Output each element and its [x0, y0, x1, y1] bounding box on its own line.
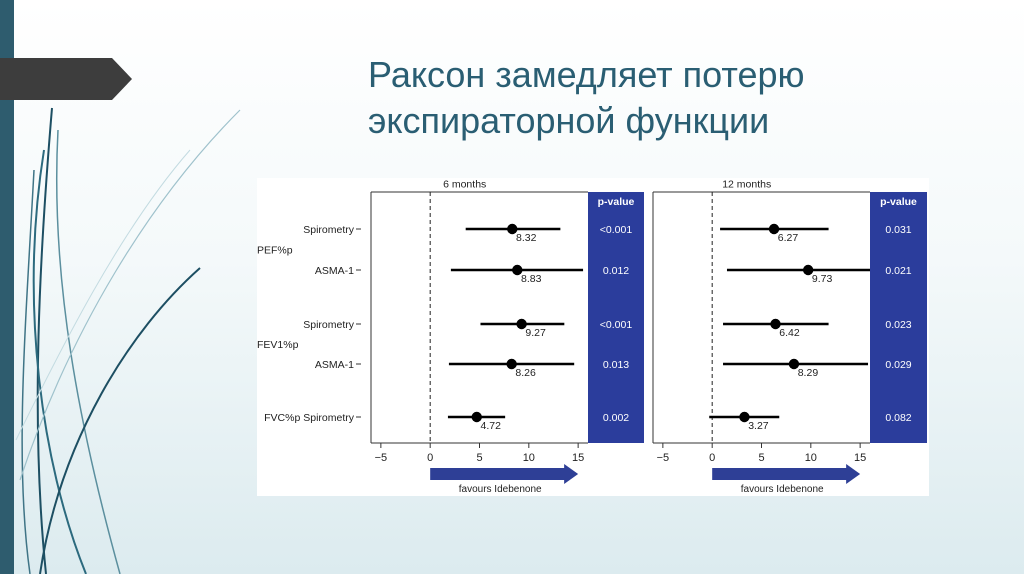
panel-0-pvalue-4: 0.002	[603, 412, 629, 424]
panel-1-pvalue-0: 0.031	[885, 224, 911, 236]
title-arrow-tab	[0, 58, 132, 100]
curve-6	[19, 109, 241, 481]
panel-1-xtick-label-4: 15	[854, 452, 866, 464]
panel-0-point-3	[506, 358, 517, 370]
panel-1-point-3	[788, 358, 800, 370]
group-label-1: FEV1%p	[257, 339, 299, 351]
panel-0-xtick-label-0: −5	[375, 452, 388, 464]
panel-0-title: 6 months	[443, 179, 486, 191]
panel-0-estimate-label-2: 9.27	[525, 327, 546, 339]
panel-1-point-4	[739, 411, 750, 423]
panel-0-pvalue-header: p-value	[598, 196, 635, 208]
curve-5	[39, 267, 201, 574]
panel-1-estimate-label-0: 6.27	[778, 232, 799, 244]
panel-1-estimate-label-4: 3.27	[748, 420, 769, 432]
panel-1-xtick-label-2: 5	[758, 452, 764, 464]
curve-4	[21, 169, 35, 574]
panel-0-point-2	[516, 318, 527, 330]
panel-1-point-2	[770, 318, 781, 330]
panel-0-estimate-label-0: 8.32	[516, 232, 537, 244]
panel-0-favours-label: favours Idebenone	[459, 484, 542, 495]
panel-1-point-1	[802, 264, 814, 276]
panel-0-pvalue-0: <0.001	[600, 224, 633, 236]
panel-1-favours-arrow	[712, 464, 861, 484]
panel-0-estimate-label-4: 4.72	[481, 420, 502, 432]
panel-1-xtick-label-1: 0	[709, 452, 715, 464]
slide-title-line-2: экспираторной функции	[368, 100, 770, 141]
panel-1-point-0	[768, 223, 780, 235]
panel-1-title: 12 months	[722, 179, 771, 191]
panel-0-estimate-label-1: 8.83	[521, 273, 542, 285]
curve-1	[36, 107, 53, 574]
curve-2	[32, 149, 87, 574]
panel-1-favours-label: favours Idebenone	[741, 484, 824, 495]
forest-plot-figure: Spirometry ASMA-1 Spirometry ASMA-1 FVC%p Sp…	[257, 178, 929, 496]
panel-0-xtick-label-2: 5	[476, 452, 482, 464]
panel-1-pvalue-4: 0.082	[885, 412, 911, 424]
left-accent-bar	[0, 0, 14, 574]
panel-0-xtick-label-4: 15	[572, 452, 584, 464]
panel-1-pvalue-header: p-value	[880, 196, 917, 208]
panel-1-estimate-label-2: 6.42	[779, 327, 800, 339]
row-label-3: ASMA-1	[315, 359, 354, 371]
panel-1-xtick-label-0: −5	[657, 452, 670, 464]
panel-1-xtick-label-3: 10	[805, 452, 817, 464]
curve-7	[15, 149, 191, 441]
panel-0-xtick-label-1: 0	[427, 452, 433, 464]
panel-1-estimate-label-1: 9.73	[812, 273, 833, 285]
decorative-curves	[15, 107, 241, 574]
panel-1-estimate-label-3: 8.29	[798, 367, 819, 379]
row-label-1: ASMA-1	[315, 265, 354, 277]
panel-0-pvalue-2: <0.001	[600, 319, 633, 331]
panel-0-point-4	[471, 411, 482, 423]
panel-0-point-1	[512, 264, 523, 276]
slide-title: Раксон замедляет потерю экспираторной фу…	[368, 52, 968, 144]
row-label-4: FVC%p Spirometry	[264, 412, 355, 424]
panel-0-pvalue-1: 0.012	[603, 265, 629, 277]
panel-0-xtick-label-3: 10	[523, 452, 535, 464]
slide-title-line-1: Раксон замедляет потерю	[368, 54, 805, 95]
forest-plot: Spirometry ASMA-1 Spirometry ASMA-1 FVC%p Sp…	[257, 179, 927, 495]
panel-1-pvalue-2: 0.023	[885, 319, 911, 331]
panel-0-favours-arrow	[430, 464, 579, 484]
row-label-2: Spirometry	[303, 319, 355, 331]
panel-1-pvalue-3: 0.029	[885, 359, 911, 371]
row-label-0: Spirometry	[303, 224, 355, 236]
group-label-0: PEF%p	[257, 245, 293, 257]
panel-0-pvalue-3: 0.013	[603, 359, 629, 371]
panel-0-estimate-label-3: 8.26	[515, 367, 536, 379]
panel-0-pvalue-band	[588, 192, 644, 443]
curve-3	[55, 129, 121, 574]
panel-1-pvalue-band	[870, 192, 927, 443]
panel-1-pvalue-1: 0.021	[885, 265, 911, 277]
panel-0-point-0	[507, 223, 518, 235]
